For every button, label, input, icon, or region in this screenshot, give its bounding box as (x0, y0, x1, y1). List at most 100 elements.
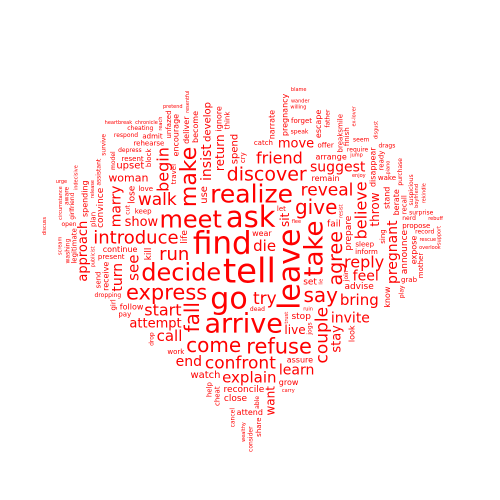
cloud-word: offer (317, 141, 333, 149)
cloud-word: plan (89, 212, 97, 227)
cloud-word: heartbreak (105, 120, 133, 126)
cloud-word: grow (279, 378, 299, 387)
cloud-word: invite (331, 311, 370, 327)
cloud-word: boyfriend (414, 184, 420, 208)
cloud-word: father (325, 109, 332, 128)
cloud-word: set (303, 278, 317, 288)
cloud-word: live (284, 323, 305, 337)
cloud-word: jump (349, 153, 363, 159)
cloud-word: start (144, 301, 181, 320)
cloud-word: cancel (229, 408, 236, 428)
cloud-word: play (398, 285, 405, 298)
cloud-word: purchase (397, 158, 404, 186)
cloud-word: support (437, 226, 443, 245)
cloud-word: expose (410, 236, 419, 265)
cloud-word: admit (142, 132, 162, 140)
cloud-word: reach (158, 117, 164, 131)
cloud-word: resent (122, 155, 144, 163)
cloud-word: turn (110, 263, 126, 292)
cloud-word: decide (141, 258, 221, 286)
cloud-word: help (205, 381, 213, 397)
cloud-word: give (295, 195, 337, 219)
cloud-word: pregnant (385, 220, 401, 284)
cloud-word: rehearse (133, 139, 164, 147)
cloud-word: require (347, 147, 369, 154)
cloud-word: dropping (95, 292, 122, 299)
cloud-word: end (176, 354, 202, 370)
cloud-word: disgust (374, 121, 380, 139)
cloud-word: scream (58, 237, 64, 255)
cloud-word: let (277, 205, 286, 213)
cloud-word: insist (199, 144, 215, 181)
cloud-word: life (180, 230, 190, 244)
cloud-word: upset (116, 161, 144, 172)
cloud-word: reveal (301, 181, 354, 201)
cloud-word: go (210, 282, 247, 317)
cloud-word: grab (401, 276, 418, 284)
cloud-word: present (98, 253, 125, 261)
cloud-word: unfazed (165, 110, 173, 138)
cloud-word: sleep (355, 240, 374, 248)
cloud-word: ask (226, 200, 276, 234)
cloud-word: pregnancy (281, 93, 290, 136)
cloud-word: speak (291, 128, 309, 135)
cloud-word: deliver (182, 116, 191, 144)
cloud-word: wealthy (241, 422, 247, 442)
cloud-word: advise (344, 282, 374, 292)
cloud-word: fail (327, 220, 341, 230)
cloud-word: forget (291, 117, 312, 125)
cloud-word: girlfriend (69, 192, 76, 219)
cloud-word: express (126, 280, 207, 304)
cloud-word: assistant (95, 158, 102, 186)
cloud-word: show (125, 215, 159, 230)
cloud-word: join (343, 270, 350, 282)
cloud-word: arrange (315, 153, 346, 162)
cloud-word: wake (378, 174, 396, 182)
cloud-word: leave (273, 229, 308, 310)
cloud-word: willing (290, 105, 306, 111)
cloud-word: refuse (246, 334, 312, 358)
cloud-word: enjoy (352, 173, 366, 179)
cloud-word: stay (330, 325, 345, 353)
cloud-word: cheating (127, 125, 153, 132)
cloud-word: publicist (90, 246, 96, 267)
cloud-word: discuss (42, 216, 48, 235)
cloud-word: receive (102, 262, 111, 291)
cloud-word: circumstance (58, 186, 64, 220)
cloud-word: legitimate (71, 228, 79, 264)
cloud-word: jogs (306, 322, 313, 335)
cloud-word: die (253, 237, 276, 255)
cloud-word: woman (108, 171, 148, 184)
cloud-word: friend (256, 148, 303, 167)
cloud-word: ready (378, 151, 386, 171)
cloud-word: follow (120, 302, 144, 311)
cloud-word: walk (138, 190, 177, 210)
cloud-word: girl (110, 299, 118, 310)
cloud-word: want (264, 386, 278, 416)
cloud-word: run (159, 244, 189, 265)
cloud-word: depress (118, 147, 142, 154)
cloud-word: introduce (93, 228, 178, 249)
cloud-word: open (62, 221, 77, 228)
cloud-word: rescue (419, 237, 436, 243)
cloud-word: send (94, 271, 102, 288)
cloud-word: move (278, 137, 314, 152)
cloud-word: record (415, 229, 434, 236)
cloud-word: continue (103, 245, 138, 254)
cloud-word: arrive (205, 308, 283, 339)
cloud-word: ex-lover (352, 105, 358, 126)
cloud-word: reconcile (224, 385, 265, 395)
cloud-word: attempt (129, 317, 181, 332)
cloud-word: trust (284, 312, 290, 324)
cloud-word: breaksmile (337, 114, 345, 152)
cloud-word: wear (252, 229, 272, 238)
cloud-word: lie (319, 279, 325, 285)
cloud-word: keep (135, 208, 152, 216)
cloud-word: survive (101, 134, 108, 156)
cloud-word: narrate (268, 110, 277, 139)
cloud-word: develop (203, 102, 214, 142)
cloud-word: chronicle (135, 120, 158, 126)
cloud-word: announce (400, 229, 410, 274)
cloud-word: find (193, 226, 252, 262)
